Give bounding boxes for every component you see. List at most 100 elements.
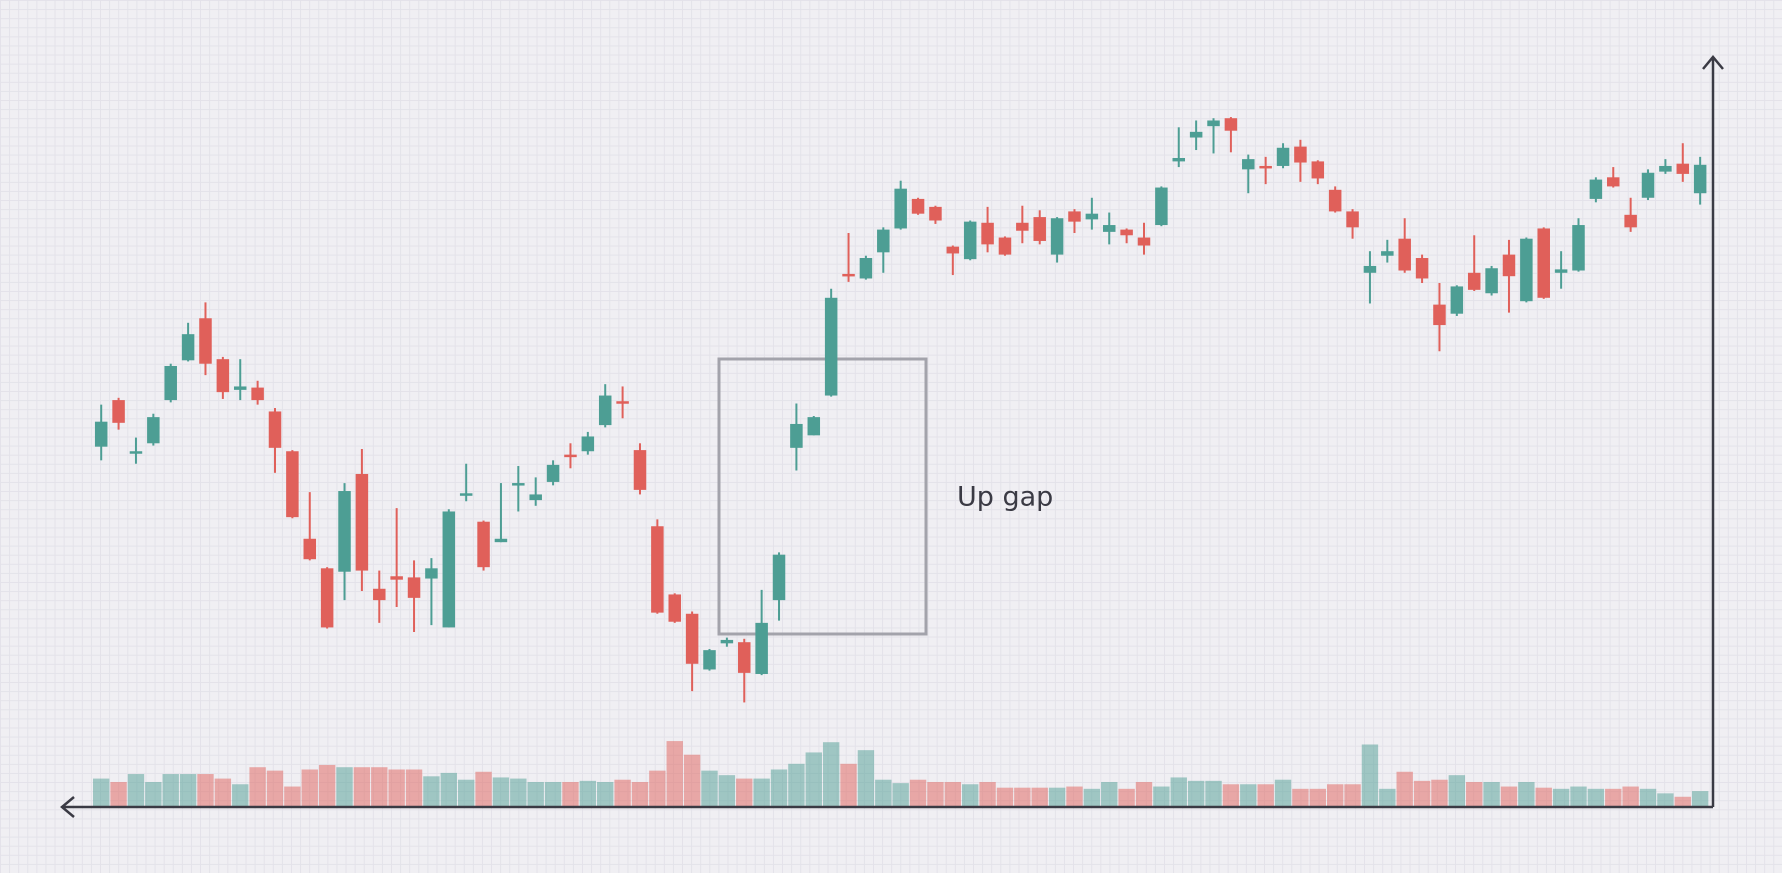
volume-bar bbox=[944, 781, 962, 807]
volume-bar bbox=[805, 752, 822, 807]
candle-body bbox=[1137, 237, 1151, 246]
candle-body bbox=[1120, 229, 1133, 236]
volume-bar bbox=[1031, 787, 1048, 807]
candle-body bbox=[738, 642, 751, 673]
volume-bar bbox=[909, 779, 927, 807]
volume-bar bbox=[597, 781, 614, 807]
candle-body bbox=[685, 613, 699, 664]
volume-bar bbox=[110, 781, 127, 807]
candle-body bbox=[1381, 251, 1394, 256]
candle-body bbox=[1693, 164, 1707, 194]
candle-body bbox=[564, 454, 577, 458]
volume-bar bbox=[892, 783, 909, 807]
volume-bar bbox=[701, 770, 718, 807]
candle-body bbox=[1294, 146, 1307, 163]
candle-body bbox=[911, 198, 925, 214]
candle-body bbox=[286, 451, 299, 518]
volume-bar bbox=[318, 764, 336, 807]
candle-body bbox=[494, 538, 508, 543]
volume-bar bbox=[93, 778, 110, 807]
candle-body bbox=[1016, 222, 1029, 231]
volume-bar bbox=[1552, 788, 1570, 807]
volume-bar bbox=[1587, 788, 1605, 807]
candle-body bbox=[651, 526, 664, 613]
volume-bar bbox=[1014, 787, 1031, 807]
volume-bar bbox=[1605, 788, 1622, 807]
candle-body bbox=[1659, 165, 1672, 172]
candle-body bbox=[216, 359, 230, 393]
candle-body bbox=[1554, 269, 1568, 273]
volume-bar bbox=[1448, 775, 1466, 807]
volume-bar bbox=[1326, 784, 1344, 807]
volume-bar bbox=[1101, 781, 1118, 807]
volume-bar bbox=[301, 769, 318, 807]
candle-body bbox=[355, 473, 369, 571]
volume-bar bbox=[1674, 796, 1691, 807]
candle-body bbox=[859, 258, 873, 279]
volume-bar bbox=[492, 777, 510, 807]
candle-body bbox=[616, 401, 629, 404]
candle-body bbox=[1068, 211, 1081, 222]
candle-body bbox=[1607, 177, 1620, 187]
candle-body bbox=[1415, 258, 1429, 279]
volume-bar bbox=[423, 776, 440, 807]
volume-bar bbox=[1466, 781, 1483, 807]
volume-bar bbox=[1622, 786, 1639, 807]
candle-body bbox=[303, 538, 317, 560]
volume-bar bbox=[1639, 788, 1657, 807]
candle-body bbox=[1172, 157, 1186, 162]
candle-body bbox=[1572, 225, 1585, 271]
candle-body bbox=[668, 594, 681, 622]
volume-bar bbox=[1257, 784, 1274, 807]
volume-bar bbox=[875, 779, 892, 807]
volume-bar bbox=[1570, 786, 1587, 807]
volume-bar bbox=[1118, 788, 1135, 807]
volume-bar bbox=[405, 769, 423, 807]
volume-bar bbox=[1205, 780, 1222, 807]
volume-bar bbox=[962, 784, 979, 807]
volume-bar bbox=[857, 750, 875, 807]
candle-body bbox=[1537, 228, 1550, 298]
volume-bar bbox=[631, 781, 649, 807]
volume-bar bbox=[996, 787, 1014, 807]
candle-body bbox=[842, 273, 855, 277]
volume-bar bbox=[544, 781, 562, 807]
volume-bar bbox=[1187, 780, 1205, 807]
volume-bar bbox=[214, 778, 232, 807]
candle-body bbox=[529, 494, 542, 501]
volume-bar bbox=[1048, 787, 1066, 807]
volume-bar bbox=[1431, 779, 1448, 807]
candle-body bbox=[1467, 272, 1481, 290]
candle-body bbox=[1398, 238, 1411, 271]
volume-bar bbox=[718, 775, 736, 807]
volume-bar bbox=[822, 742, 840, 807]
candle-body bbox=[1641, 172, 1655, 198]
volume-bar bbox=[1170, 777, 1187, 807]
volume-bar bbox=[440, 772, 457, 807]
candle-body bbox=[1520, 238, 1533, 302]
candle-body bbox=[998, 237, 1012, 255]
volume-bar bbox=[927, 781, 944, 807]
volume-bar bbox=[284, 786, 301, 807]
candle-body bbox=[373, 588, 386, 601]
volume-bar bbox=[197, 774, 214, 807]
candle-body bbox=[1189, 131, 1203, 138]
volume-bar bbox=[1396, 771, 1413, 807]
candle-body bbox=[755, 622, 768, 675]
candle-body bbox=[1502, 254, 1516, 277]
candle-body bbox=[425, 568, 438, 579]
volume-bar bbox=[1292, 788, 1309, 807]
candle-body bbox=[147, 417, 160, 444]
candle-body bbox=[1224, 118, 1238, 131]
candle-body bbox=[251, 387, 264, 401]
candle-body bbox=[1433, 304, 1446, 326]
candle-body bbox=[112, 400, 125, 423]
volume-bar bbox=[1240, 784, 1257, 807]
candle-body bbox=[459, 493, 473, 496]
candle-body bbox=[598, 395, 612, 426]
volume-bar bbox=[614, 779, 631, 807]
candle-body bbox=[1085, 213, 1099, 220]
candle-body bbox=[1589, 179, 1603, 199]
